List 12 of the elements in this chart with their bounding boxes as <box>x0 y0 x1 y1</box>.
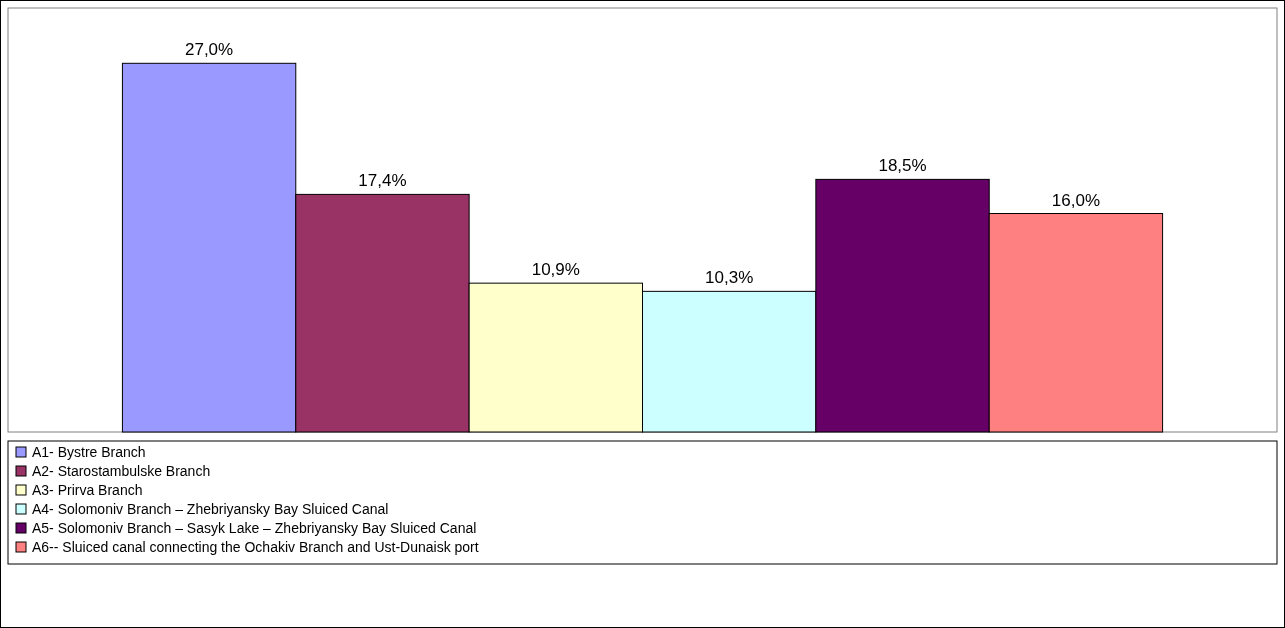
data-label: 16,0% <box>1051 190 1100 210</box>
data-label: 10,9% <box>531 260 580 280</box>
legend-label: A2- Starostambulske Branch <box>32 463 211 479</box>
data-label: 27,0% <box>185 40 234 60</box>
data-label: 18,5% <box>878 156 927 176</box>
legend-label: A4- Solomoniv Branch – Zhebriyansky Bay Sluiced Canal <box>32 501 389 517</box>
data-label: 10,3% <box>705 268 754 288</box>
legend-label: A3- Prirva Branch <box>32 482 143 498</box>
legend-label: A5- Solomoniv Branch – Sasyk Lake – Zhebriyansky Bay Sluiced Canal <box>32 520 477 536</box>
legend-label: A6-- Sluiced canal connecting the Ochakiv Branch and Ust-Dunaisk port <box>32 539 479 555</box>
data-label: 17,4% <box>358 171 407 191</box>
legend-label: A1- Bystre Branch <box>32 444 146 460</box>
